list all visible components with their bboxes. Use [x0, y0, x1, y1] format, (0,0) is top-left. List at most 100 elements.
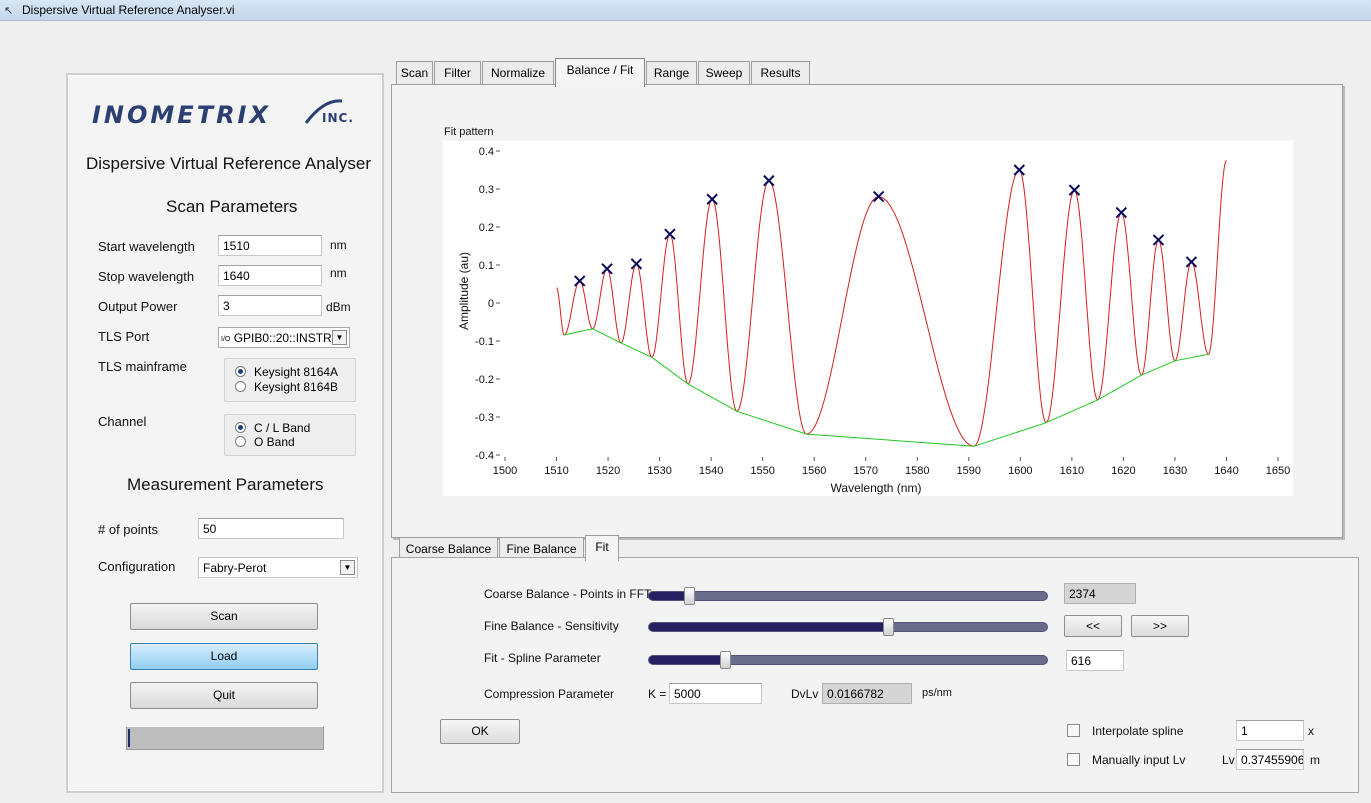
ok-button[interactable]: OK — [440, 719, 520, 744]
x-tick-label: 1610 — [1060, 465, 1084, 477]
logo-inc: INC. — [322, 111, 354, 125]
peak-marker — [630, 258, 643, 270]
start-wavelength-unit: nm — [330, 238, 347, 252]
x-tick-label: 1560 — [802, 465, 826, 477]
output-power-input[interactable]: 3 — [218, 295, 322, 316]
radio-keysight-8164a[interactable]: Keysight 8164A — [235, 365, 338, 379]
radio-o-band[interactable]: O Band — [235, 435, 295, 449]
channel-label: Channel — [98, 414, 147, 429]
fit-pattern-chart: Fit pattern 1500 1510 1520 1530 1540 1550 1560… — [444, 126, 1290, 495]
x-axis-label: Wavelength (nm) — [831, 481, 922, 495]
peak-marker — [1013, 164, 1026, 176]
stop-wavelength-input[interactable]: 1640 — [218, 265, 322, 286]
fine-balance-slider-thumb[interactable] — [882, 618, 894, 636]
radio-label: Keysight 8164A — [254, 365, 339, 379]
tls-mainframe-radio-group: Keysight 8164A Keysight 8164B — [224, 358, 356, 402]
peak-marker — [1115, 206, 1128, 219]
logo-wordmark: INOMETRIX — [92, 101, 271, 129]
tls-mainframe-label: TLS mainframe — [98, 359, 187, 374]
tab-results[interactable]: Results — [751, 61, 810, 86]
lv-unit: m — [1310, 753, 1320, 767]
interpolate-spline-checkbox[interactable] — [1067, 724, 1080, 737]
fine-balance-slider-fill — [649, 623, 888, 631]
y-tick-label: -0.1 — [475, 336, 494, 348]
chevron-down-icon[interactable]: ▼ — [332, 330, 347, 345]
spline-parameter-input[interactable]: 616 — [1066, 650, 1124, 671]
tab-normalize[interactable]: Normalize — [482, 61, 554, 86]
y-tick-label: -0.3 — [475, 412, 494, 424]
start-wavelength-input[interactable]: 1510 — [218, 235, 322, 256]
load-button[interactable]: Load — [130, 643, 318, 670]
y-tick-label: 0.4 — [479, 146, 494, 158]
peak-marker — [706, 193, 718, 205]
x-tick-label: 1620 — [1111, 465, 1135, 477]
fine-balance-slider[interactable] — [648, 618, 1048, 636]
chevron-down-icon[interactable]: ▼ — [340, 560, 355, 575]
tab-scan[interactable]: Scan — [396, 61, 433, 86]
subtab-fit[interactable]: Fit — [585, 535, 619, 561]
radio-unselected-icon[interactable] — [235, 436, 246, 447]
tab-filter[interactable]: Filter — [434, 61, 481, 86]
radio-keysight-8164b[interactable]: Keysight 8164B — [235, 380, 338, 394]
x-tick-label: 1500 — [493, 465, 517, 477]
num-points-label: # of points — [98, 522, 158, 537]
interpolate-factor-input[interactable]: 1 — [1236, 720, 1304, 741]
spline-parameter-slider[interactable] — [648, 651, 1048, 669]
x-tick-label: 1650 — [1266, 465, 1290, 477]
y-tick-label: -0.2 — [475, 374, 494, 386]
spline-parameter-slider-fill — [649, 656, 725, 664]
left-panel: INOMETRIX INC. Dispersive Virtual Refere… — [66, 73, 384, 793]
fit-sub-panel: Coarse Balance - Points in FFT 2374 Fine… — [391, 557, 1359, 793]
y-tick-label: 0.2 — [479, 222, 494, 234]
configuration-select[interactable]: Fabry-Perot ▼ — [198, 557, 358, 578]
k-input[interactable]: 5000 — [669, 683, 762, 704]
tls-port-select[interactable]: I/O GPIB0::20::INSTR ▼ — [218, 327, 350, 348]
tab-range[interactable]: Range — [646, 61, 697, 86]
scan-parameters-heading: Scan Parameters — [166, 197, 298, 216]
configuration-value: Fabry-Perot — [203, 561, 267, 575]
app-title: Dispersive Virtual Reference Analyser — [86, 154, 372, 173]
tls-port-value: GPIB0::20::INSTR — [233, 331, 332, 345]
next-button[interactable]: >> — [1131, 615, 1189, 637]
peak-marker — [1152, 234, 1165, 246]
logo-swoosh-icon — [304, 99, 343, 124]
radio-selected-icon[interactable] — [235, 366, 246, 377]
radio-cl-band[interactable]: C / L Band — [235, 421, 310, 435]
x-tick-label: 1580 — [905, 465, 929, 477]
quit-button[interactable]: Quit — [130, 682, 318, 709]
coarse-balance-slider-fill — [649, 592, 689, 600]
compression-parameter-label: Compression Parameter — [484, 687, 615, 701]
coarse-balance-slider-thumb[interactable] — [683, 587, 695, 605]
coarse-balance-slider[interactable] — [648, 587, 1048, 605]
stop-wavelength-label: Stop wavelength — [98, 269, 195, 284]
x-tick-label: 1600 — [1008, 465, 1032, 477]
scan-button[interactable]: Scan — [130, 603, 318, 630]
tab-balance-fit[interactable]: Balance / Fit — [555, 58, 645, 87]
peak-marker — [763, 174, 775, 187]
interpolate-unit: x — [1308, 724, 1314, 738]
radio-label: O Band — [254, 435, 295, 449]
progress-bar — [126, 726, 324, 750]
num-points-input[interactable]: 50 — [198, 518, 344, 539]
output-power-label: Output Power — [98, 299, 178, 314]
tab-sweep[interactable]: Sweep — [698, 61, 750, 86]
channel-radio-group: C / L Band O Band — [224, 414, 356, 456]
radio-selected-icon[interactable] — [235, 422, 246, 433]
fine-balance-label: Fine Balance - Sensitivity — [484, 619, 619, 633]
spline-parameter-label: Fit - Spline Parameter — [484, 651, 601, 665]
interpolate-spline-label: Interpolate spline — [1092, 724, 1184, 738]
spline-parameter-slider-thumb[interactable] — [719, 651, 731, 669]
start-wavelength-label: Start wavelength — [98, 239, 195, 254]
x-tick-label: 1640 — [1214, 465, 1238, 477]
previous-button[interactable]: << — [1064, 615, 1122, 637]
peak-marker — [1068, 184, 1081, 196]
peak-marker — [574, 275, 586, 287]
inometrix-logo: INOMETRIX INC. — [92, 97, 372, 137]
x-tick-label: 1530 — [647, 465, 671, 477]
coarse-balance-label: Coarse Balance - Points in FFT — [484, 587, 652, 601]
lv-input[interactable]: 0.374559062 — [1236, 749, 1304, 770]
radio-unselected-icon[interactable] — [235, 381, 246, 392]
signal-series-line — [556, 160, 1227, 447]
manual-lv-checkbox[interactable] — [1067, 753, 1080, 766]
dvlv-unit: ps/nm — [922, 687, 952, 699]
